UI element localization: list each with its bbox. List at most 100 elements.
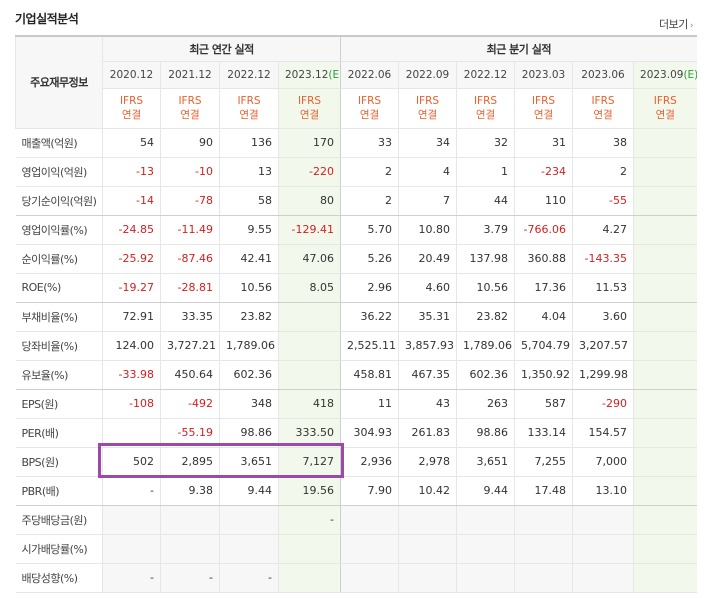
accounting-standard: IFRS 연결 (398, 88, 457, 129)
standard-consolidated: 연결 (239, 109, 259, 121)
table-cell (160, 534, 220, 564)
row-label: BPS(원) (15, 447, 103, 477)
table-cell (633, 215, 697, 245)
standard-ifrs: IFRS (653, 95, 677, 107)
table-cell: 1,789.06 (219, 331, 279, 361)
table-cell: 154.57 (572, 418, 634, 448)
row-label: 순이익률(%) (15, 244, 103, 274)
standard-consolidated: 연결 (417, 109, 438, 121)
table-cell: 418 (277, 389, 341, 419)
annual-group-header: 최근 연간 실적 (101, 35, 341, 62)
table-cell (456, 505, 515, 535)
table-cell: 23.82 (219, 302, 279, 332)
table-cell: 10.42 (398, 476, 457, 506)
more-label: 더보기 (659, 18, 688, 31)
table-row: 영업이익률(%) -24.85 -11.49 9.55 -129.41 5.70 10.80… (15, 215, 697, 245)
table-cell: 502 (102, 447, 161, 477)
table-cell (277, 534, 341, 564)
table-cell: -55.19 (160, 418, 220, 448)
standard-consolidated: 연결 (475, 109, 496, 121)
table-cell: 11.53 (572, 273, 634, 303)
table-cell (456, 563, 515, 593)
more-link[interactable]: 더보기 › (659, 16, 694, 32)
table-cell (633, 331, 697, 361)
table-cell: - (219, 563, 279, 593)
table-cell: 124.00 (102, 331, 161, 361)
row-label: 영업이익률(%) (15, 215, 103, 245)
financial-table: 주요재무정보 최근 연간 실적 최근 분기 실적 2020.12 2021.12 2022… (15, 35, 697, 593)
table-cell: 263 (456, 389, 515, 419)
table-cell: 7,255 (514, 447, 573, 477)
table-cell: -234 (514, 157, 573, 187)
table-cell: -129.41 (277, 215, 341, 245)
row-label: PBR(배) (15, 476, 103, 506)
table-cell: 17.36 (514, 273, 573, 303)
standard-ifrs: IFRS (178, 95, 202, 107)
table-cell: 32 (456, 128, 515, 158)
table-cell: 58 (219, 186, 279, 216)
standard-consolidated: 연결 (593, 109, 613, 121)
row-label: 영업이익(억원) (15, 157, 103, 187)
table-cell: 10.56 (456, 273, 515, 303)
table-cell: 33 (340, 128, 399, 158)
table-cell (456, 534, 515, 564)
table-cell (340, 534, 399, 564)
table-row: PER(배) -55.19 98.86 333.50 304.93 261.83 98.86… (15, 418, 697, 448)
accounting-standard: IFRS 연결 (102, 88, 161, 129)
table-cell: 2 (340, 157, 399, 187)
table-cell: 7.90 (340, 476, 399, 506)
period-label: 2022.06 (347, 68, 392, 81)
table-row: ROE(%) -19.27 -28.81 10.56 8.05 2.96 4.60 10.56… (15, 273, 697, 303)
table-cell: 9.44 (219, 476, 279, 506)
table-cell: -13 (102, 157, 161, 187)
table-cell: 1,350.92 (514, 360, 573, 390)
table-cell (277, 563, 341, 593)
table-cell (633, 157, 697, 187)
table-cell: -14 (102, 186, 161, 216)
table-cell (633, 563, 697, 593)
table-cell: -10 (160, 157, 220, 187)
table-cell: 36.22 (340, 302, 399, 332)
table-cell: 1 (456, 157, 515, 187)
table-cell: -33.98 (102, 360, 161, 390)
table-cell: 133.14 (514, 418, 573, 448)
table-cell (398, 563, 457, 593)
table-cell: 54 (102, 128, 161, 158)
table-cell (633, 447, 697, 477)
table-cell: 2.96 (340, 273, 399, 303)
table-cell (219, 505, 279, 535)
period-label: 2020.12 (109, 68, 154, 81)
table-cell: 44 (456, 186, 515, 216)
table-cell: 4.60 (398, 273, 457, 303)
table-cell: 3,651 (219, 447, 279, 477)
table-cell: -28.81 (160, 273, 220, 303)
table-cell: 8.05 (277, 273, 341, 303)
table-cell: 17.48 (514, 476, 573, 506)
table-cell: 38 (572, 128, 634, 158)
table-cell (514, 534, 573, 564)
table-cell: - (160, 563, 220, 593)
table-cell: 3,651 (456, 447, 515, 477)
row-label: 배당성향(%) (15, 563, 103, 593)
table-cell: -87.46 (160, 244, 220, 274)
accounting-standard: IFRS 연결 (633, 88, 697, 129)
period-label: 2022.12 (463, 68, 508, 81)
accounting-standard: IFRS 연결 (514, 88, 573, 129)
table-row: 당기순이익(억원) -14 -78 58 80 2 7 44 110 -55 (15, 186, 697, 216)
table-cell: - (102, 476, 161, 506)
table-cell: - (277, 505, 341, 535)
table-cell: 360.88 (514, 244, 573, 274)
table-cell (277, 302, 341, 332)
table-cell: 4.27 (572, 215, 634, 245)
table-cell: 90 (160, 128, 220, 158)
standard-ifrs: IFRS (531, 95, 556, 107)
estimate-mark: (E) (328, 68, 340, 81)
period-label: 2022.12 (227, 68, 271, 81)
table-row: 주당배당금(원) - (15, 505, 697, 535)
accounting-standard: IFRS 연결 (277, 88, 341, 129)
standard-ifrs: IFRS (415, 95, 440, 107)
table-cell: 13 (219, 157, 279, 187)
table-cell (572, 563, 634, 593)
table-cell: 42.41 (219, 244, 279, 274)
table-cell (514, 505, 573, 535)
